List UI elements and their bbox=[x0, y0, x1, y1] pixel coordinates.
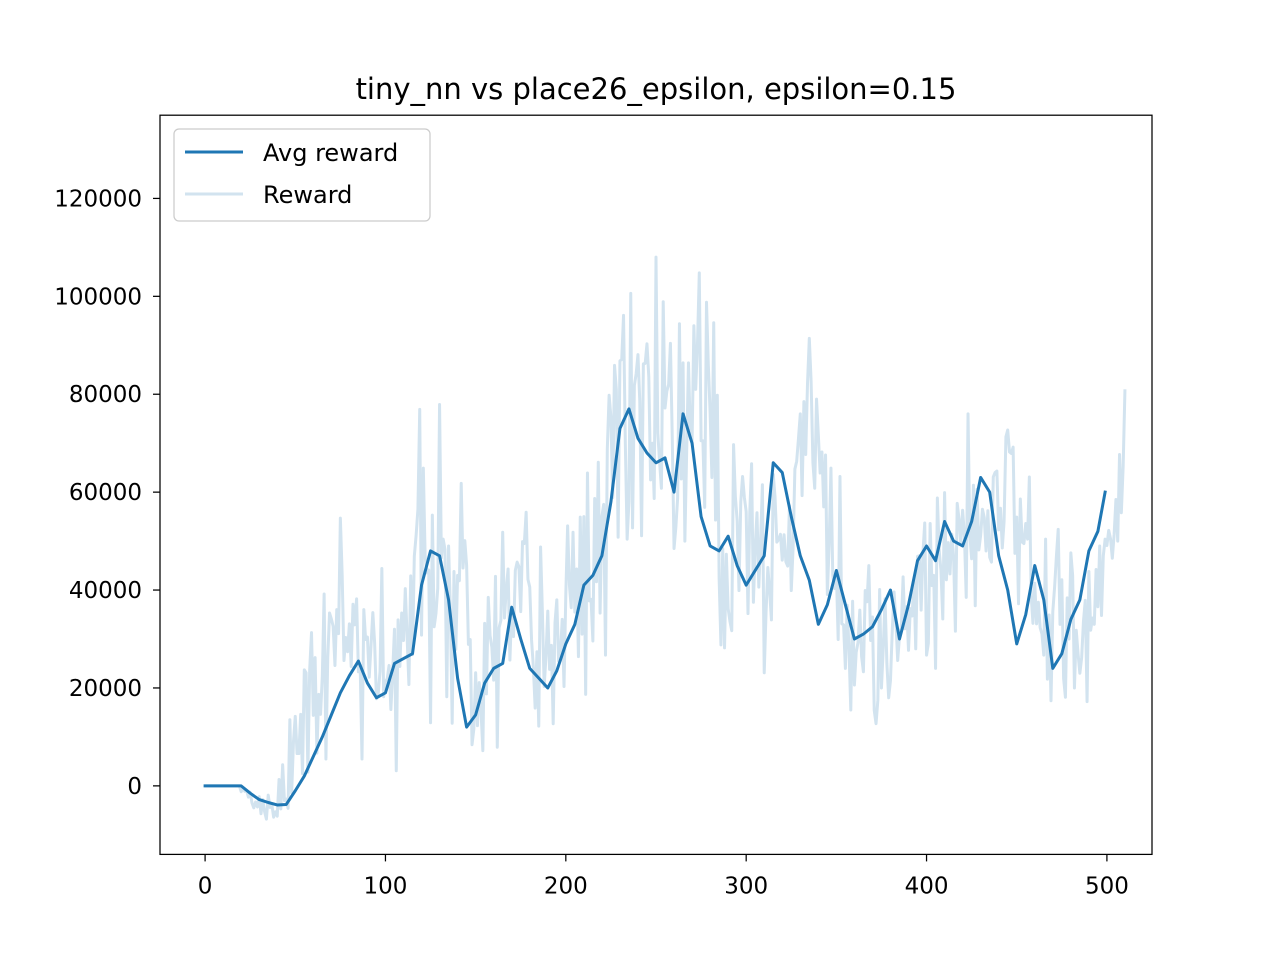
legend-label-reward: Reward bbox=[263, 181, 352, 209]
y-tick-label: 120000 bbox=[54, 186, 142, 212]
y-tick-label: 80000 bbox=[69, 382, 142, 408]
legend: Avg reward Reward bbox=[173, 128, 431, 222]
y-tick-label: 40000 bbox=[69, 578, 142, 604]
y-tick-label: 100000 bbox=[54, 284, 142, 310]
series-line-reward bbox=[205, 255, 1127, 821]
y-axis: 0 20000 40000 60000 80000 100000 120000 bbox=[54, 186, 160, 800]
series-layer bbox=[203, 255, 1127, 821]
x-tick-label: 200 bbox=[544, 873, 588, 899]
y-tick-label: 60000 bbox=[69, 480, 142, 506]
x-tick-label: 0 bbox=[198, 873, 213, 899]
series-line-avg-reward bbox=[203, 407, 1107, 807]
x-axis: 0 100 200 300 400 500 bbox=[198, 854, 1129, 899]
x-tick-label: 400 bbox=[905, 873, 949, 899]
chart-title: tiny_nn vs place26_epsilon, epsilon=0.15 bbox=[356, 72, 957, 106]
x-tick-label: 300 bbox=[724, 873, 768, 899]
x-tick-label: 500 bbox=[1085, 873, 1129, 899]
plot-area-frame bbox=[159, 114, 1153, 856]
y-tick-label: 20000 bbox=[69, 676, 142, 702]
legend-label-avg-reward: Avg reward bbox=[263, 139, 398, 167]
y-tick-label: 0 bbox=[127, 774, 142, 800]
x-tick-label: 100 bbox=[364, 873, 408, 899]
